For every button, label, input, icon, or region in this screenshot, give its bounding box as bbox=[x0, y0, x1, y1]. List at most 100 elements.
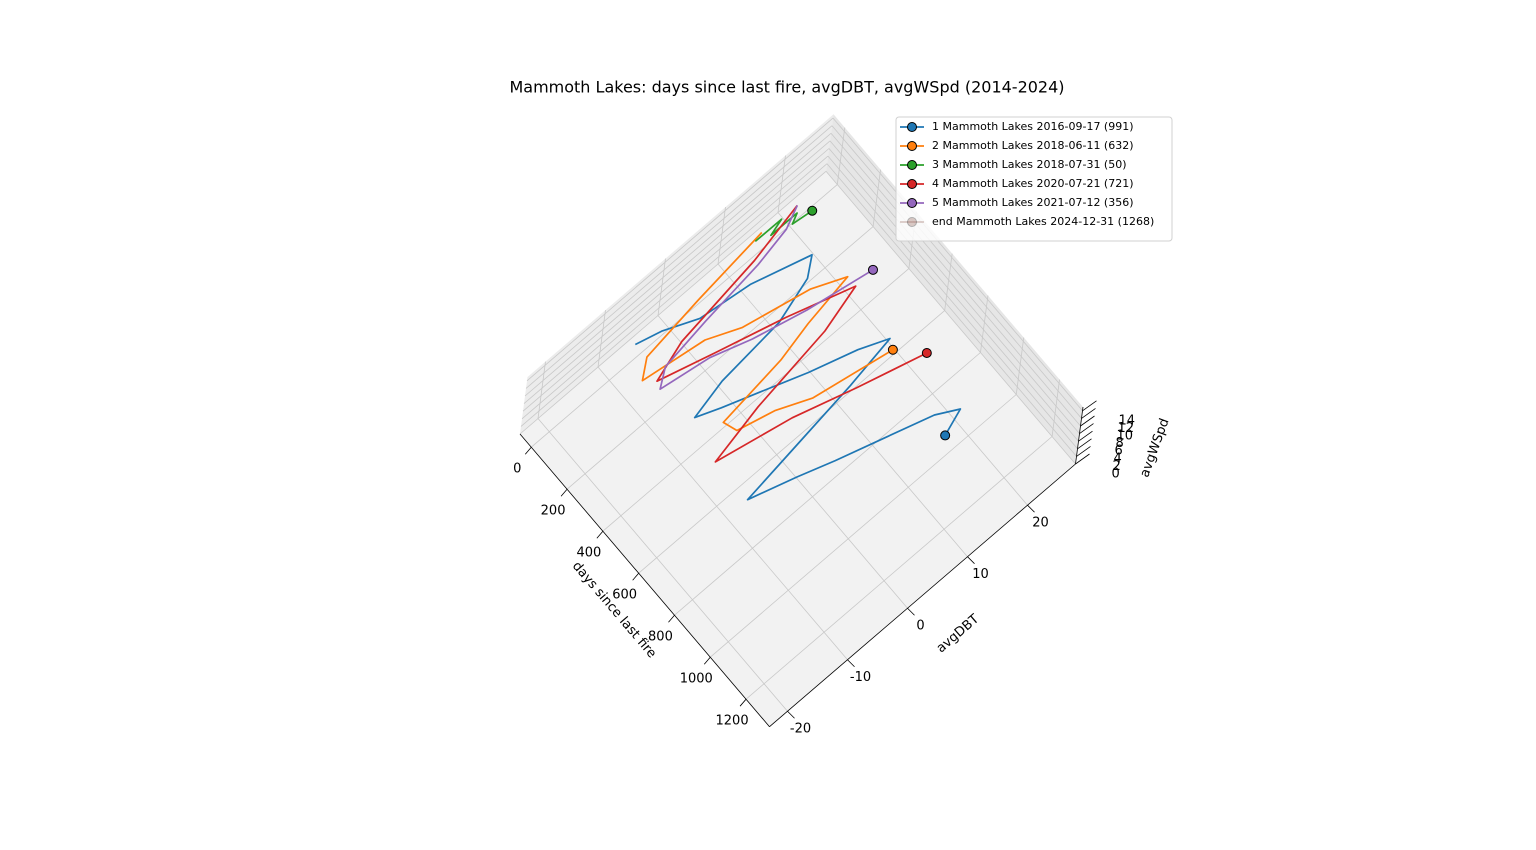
legend-label: 4 Mammoth Lakes 2020-07-21 (721) bbox=[932, 177, 1134, 190]
data-lines bbox=[634, 204, 962, 501]
series-marker bbox=[867, 264, 878, 275]
grid-line bbox=[832, 117, 1083, 412]
tick-mark bbox=[787, 710, 795, 719]
series-line bbox=[634, 253, 962, 501]
grid-line bbox=[826, 163, 1077, 457]
x-tick-label: 1000 bbox=[680, 672, 713, 687]
grid-line bbox=[566, 226, 874, 490]
axis-line bbox=[769, 463, 1076, 728]
grid-line bbox=[717, 263, 968, 557]
x-tick-label: 400 bbox=[576, 546, 601, 561]
grid-line bbox=[830, 133, 1081, 427]
grid-line bbox=[526, 117, 834, 382]
grid-line bbox=[831, 125, 1082, 419]
grid-line bbox=[836, 127, 846, 185]
legend-marker bbox=[907, 179, 917, 189]
grid-line bbox=[537, 418, 788, 712]
tick-mark bbox=[524, 446, 532, 455]
z-tick-label: 10 bbox=[1117, 429, 1134, 444]
axis-line bbox=[519, 433, 770, 727]
grid-line bbox=[777, 155, 786, 213]
y-tick-label: -20 bbox=[790, 722, 811, 737]
series-marker bbox=[887, 344, 898, 355]
x-tick-label: 1200 bbox=[716, 714, 749, 729]
grid-line bbox=[523, 140, 831, 404]
tick-mark bbox=[703, 656, 711, 665]
y-tick-label: 10 bbox=[972, 567, 989, 582]
grid-line bbox=[602, 268, 910, 532]
tick-mark bbox=[967, 556, 975, 565]
legend-marker bbox=[907, 217, 917, 227]
grid-line bbox=[597, 309, 606, 368]
series-marker bbox=[921, 347, 932, 358]
series-marker bbox=[940, 430, 951, 441]
grid-line bbox=[520, 163, 828, 427]
legend-label: end Mammoth Lakes 2024-12-31 (1268) bbox=[932, 215, 1154, 228]
grid-line bbox=[828, 148, 1079, 442]
z-tick-label: 2 bbox=[1113, 459, 1121, 474]
tick-mark bbox=[847, 659, 855, 668]
legend-label: 2 Mammoth Lakes 2018-06-11 (632) bbox=[932, 139, 1134, 152]
grid-line bbox=[745, 436, 1053, 700]
grid-line bbox=[674, 352, 981, 616]
grid-line bbox=[524, 132, 832, 397]
y-tick-label: 0 bbox=[916, 619, 924, 634]
tick-mark bbox=[1076, 446, 1091, 457]
legend-marker bbox=[907, 141, 917, 151]
grid-line bbox=[717, 206, 726, 265]
z-tick-label: 6 bbox=[1115, 444, 1123, 459]
y-tick-label: -10 bbox=[850, 670, 871, 685]
legend-label: 5 Mammoth Lakes 2021-07-12 (356) bbox=[932, 196, 1134, 209]
legend-marker bbox=[907, 122, 917, 132]
tick-mark bbox=[1078, 430, 1093, 442]
tick-mark bbox=[1075, 453, 1090, 465]
z-tick-label: 8 bbox=[1116, 436, 1124, 451]
grid-line bbox=[777, 212, 1028, 506]
legend-marker bbox=[907, 198, 917, 208]
z-tick-label: 14 bbox=[1119, 413, 1136, 428]
z-tick-label: 0 bbox=[1112, 467, 1120, 482]
grid-line bbox=[829, 140, 1080, 434]
y-tick-label: 20 bbox=[1032, 516, 1049, 531]
tick-mark bbox=[1082, 400, 1097, 412]
tick-mark bbox=[596, 530, 604, 539]
legend-label: 3 Mammoth Lakes 2018-07-31 (50) bbox=[932, 158, 1127, 171]
z-tick-label: 4 bbox=[1114, 451, 1122, 466]
tick-mark bbox=[1079, 423, 1094, 434]
tick-mark bbox=[1077, 438, 1092, 450]
grid-line bbox=[597, 366, 848, 660]
grid-line bbox=[825, 171, 1076, 465]
tick-mark bbox=[907, 607, 915, 616]
axes: 020040060080010001200-20-100102002468101… bbox=[513, 400, 1136, 737]
legend: 1 Mammoth Lakes 2016-09-17 (991) 2 Mammot… bbox=[895, 116, 1173, 242]
legend-marker bbox=[907, 160, 917, 170]
tick-mark bbox=[632, 572, 639, 581]
series-line bbox=[641, 231, 894, 432]
tick-mark bbox=[1080, 415, 1095, 427]
y-axis-label: avgDBT bbox=[934, 612, 982, 656]
legend-label: 1 Mammoth Lakes 2016-09-17 (991) bbox=[932, 120, 1134, 133]
x-tick-label: 600 bbox=[612, 588, 637, 603]
grid-line bbox=[521, 155, 829, 420]
tick-mark bbox=[1027, 504, 1035, 513]
grid bbox=[519, 117, 1083, 712]
grid-line bbox=[525, 125, 833, 389]
grid-line bbox=[944, 253, 953, 311]
grid-line bbox=[1051, 379, 1060, 437]
grid-line bbox=[522, 148, 830, 412]
tick-mark bbox=[739, 698, 747, 707]
z-tick-label: 12 bbox=[1118, 421, 1135, 436]
grid-line bbox=[872, 169, 881, 227]
wall-pane bbox=[520, 114, 834, 435]
tick-mark bbox=[668, 614, 675, 623]
grid-line bbox=[519, 170, 827, 435]
tick-mark bbox=[560, 488, 568, 497]
x-tick-label: 200 bbox=[541, 504, 566, 519]
grid-line bbox=[537, 361, 546, 419]
floor-pane bbox=[520, 171, 1076, 727]
series-line bbox=[656, 204, 928, 463]
grid-line bbox=[980, 295, 989, 353]
z-axis-label: avgWSpd bbox=[1137, 417, 1172, 480]
grid-line bbox=[709, 394, 1017, 658]
